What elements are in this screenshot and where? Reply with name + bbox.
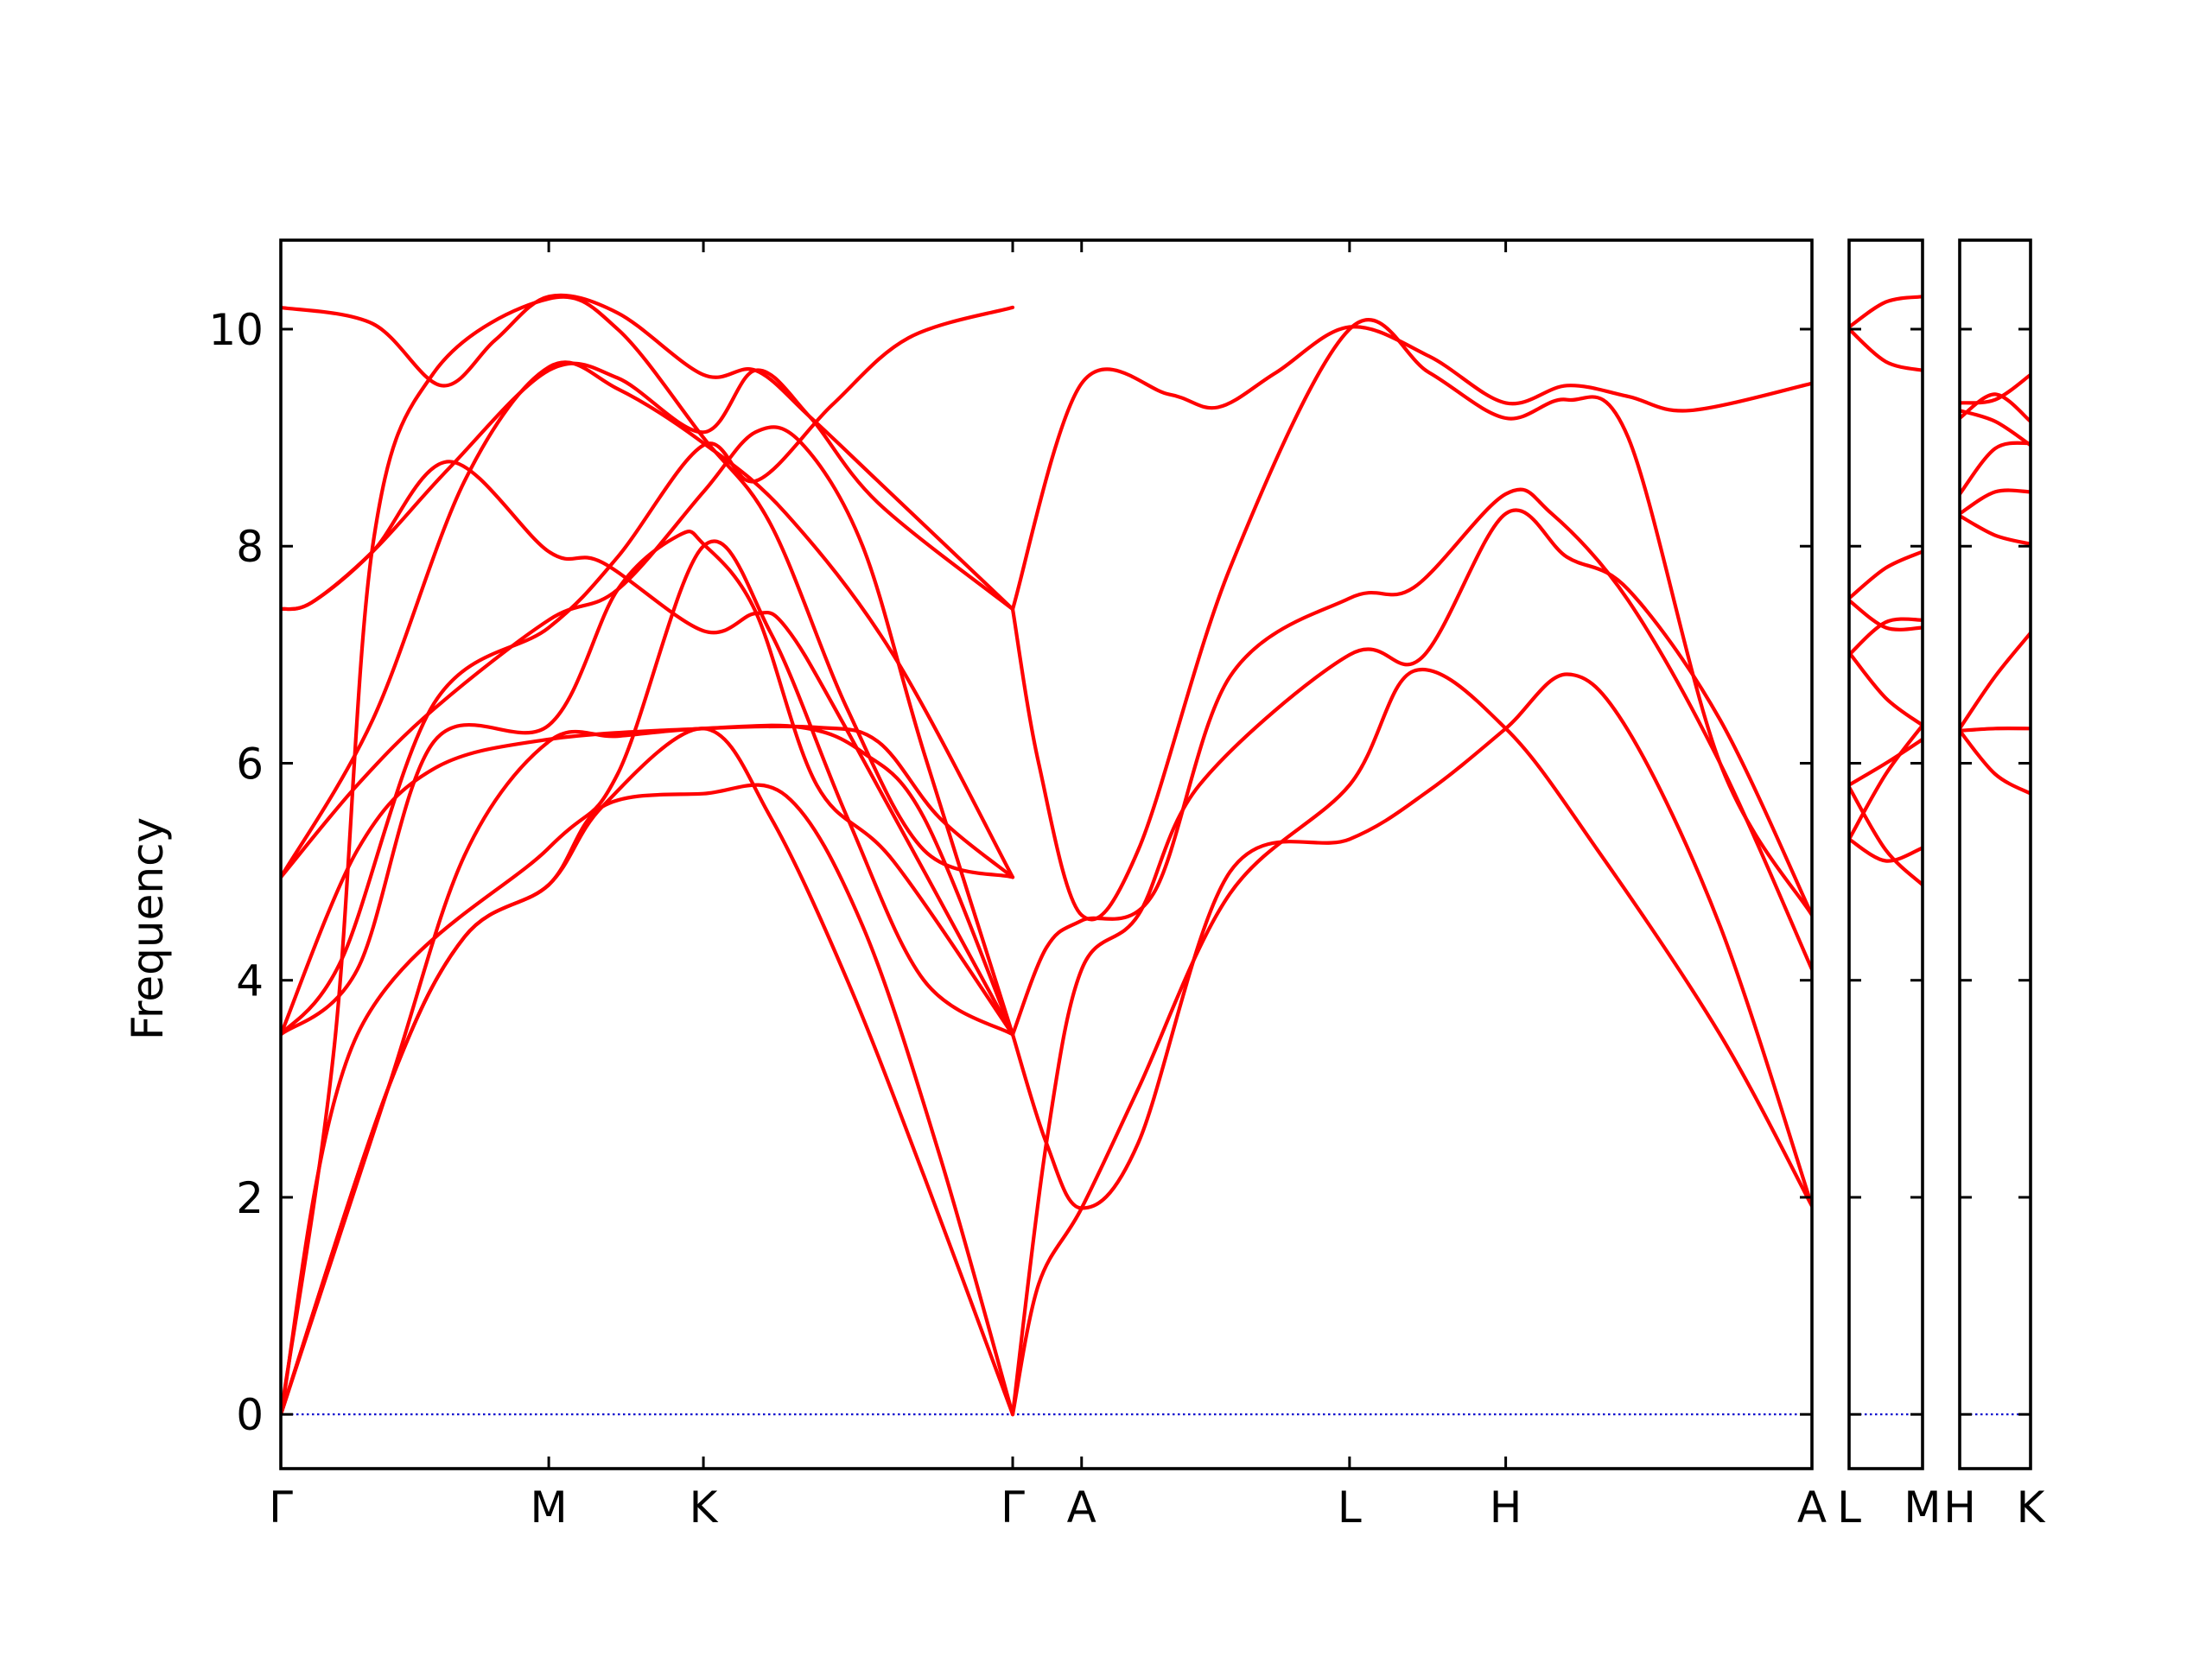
- x-tick-label: Γ: [269, 1482, 293, 1533]
- band-line-9: [1849, 723, 1923, 841]
- band-line-1: [1960, 372, 2031, 405]
- band-line-10: [281, 539, 1015, 1417]
- band-lines: [1849, 295, 1923, 887]
- band-line-6: [281, 305, 1015, 1037]
- axes-frame: [279, 238, 1814, 1470]
- band-line-1: [281, 293, 1015, 612]
- band-line-6: [1849, 651, 1923, 727]
- band-line-8: [1960, 727, 2031, 733]
- x-tick-label: L: [1837, 1482, 1861, 1533]
- band-line-13: [281, 783, 1015, 1417]
- band-line-4: [1960, 441, 2031, 496]
- band-line-6: [1960, 514, 2031, 546]
- band-line-3: [1849, 549, 1923, 600]
- band-line-18: [1010, 667, 1812, 1417]
- x-tick-label: A: [1067, 1482, 1096, 1533]
- x-tick-label: M: [1904, 1482, 1941, 1533]
- band-line-3: [1960, 409, 2031, 447]
- x-tick-label: L: [1338, 1482, 1362, 1533]
- band-line-9: [1960, 728, 2031, 796]
- band-line-7: [1960, 631, 2031, 731]
- x-tick-label: A: [1797, 1482, 1827, 1533]
- x-tick-label: M: [531, 1482, 568, 1533]
- y-tick-label: 4: [236, 956, 264, 1006]
- band-line-14: [1010, 325, 1812, 612]
- band-line-2: [1849, 327, 1923, 372]
- y-tick-label: 6: [236, 739, 264, 789]
- band-line-5: [1849, 617, 1923, 657]
- y-axis-label: Frequency: [123, 817, 173, 1040]
- y-tick-label: 2: [236, 1173, 264, 1223]
- band-line-5: [281, 425, 1015, 1037]
- band-line-15: [1010, 318, 1812, 922]
- x-tick-label: Γ: [1001, 1482, 1025, 1533]
- y-tick-label: 0: [236, 1390, 264, 1440]
- x-tick-label: K: [2017, 1482, 2046, 1533]
- axes-frame: [1847, 238, 1924, 1470]
- y-tick-label: 10: [208, 305, 264, 355]
- band-line-11: [281, 295, 1015, 1417]
- band-line-5: [1960, 488, 2031, 516]
- band-line-19: [1010, 508, 1812, 1417]
- band-line-8: [1849, 785, 1923, 887]
- band-line-4: [281, 360, 1015, 879]
- band-line-7: [1849, 737, 1923, 787]
- x-tick-label: K: [690, 1482, 719, 1533]
- band-line-4: [1849, 599, 1923, 632]
- band-line-1: [1849, 295, 1923, 329]
- band-lines: [281, 293, 1812, 1417]
- x-tick-label: H: [1943, 1482, 1976, 1533]
- band-lines: [1960, 372, 2031, 796]
- x-tick-label: H: [1490, 1482, 1522, 1533]
- y-tick-label: 8: [236, 522, 264, 572]
- band-line-3: [281, 361, 1015, 612]
- y-tick-labels: 0 2 4 6 8 10: [208, 305, 264, 1440]
- band-line-7: [281, 530, 1015, 1037]
- band-line-17: [1010, 487, 1812, 1037]
- axes-frame: [1958, 238, 2032, 1470]
- band-line-10: [1849, 837, 1923, 863]
- band-line-16: [1010, 672, 1812, 1210]
